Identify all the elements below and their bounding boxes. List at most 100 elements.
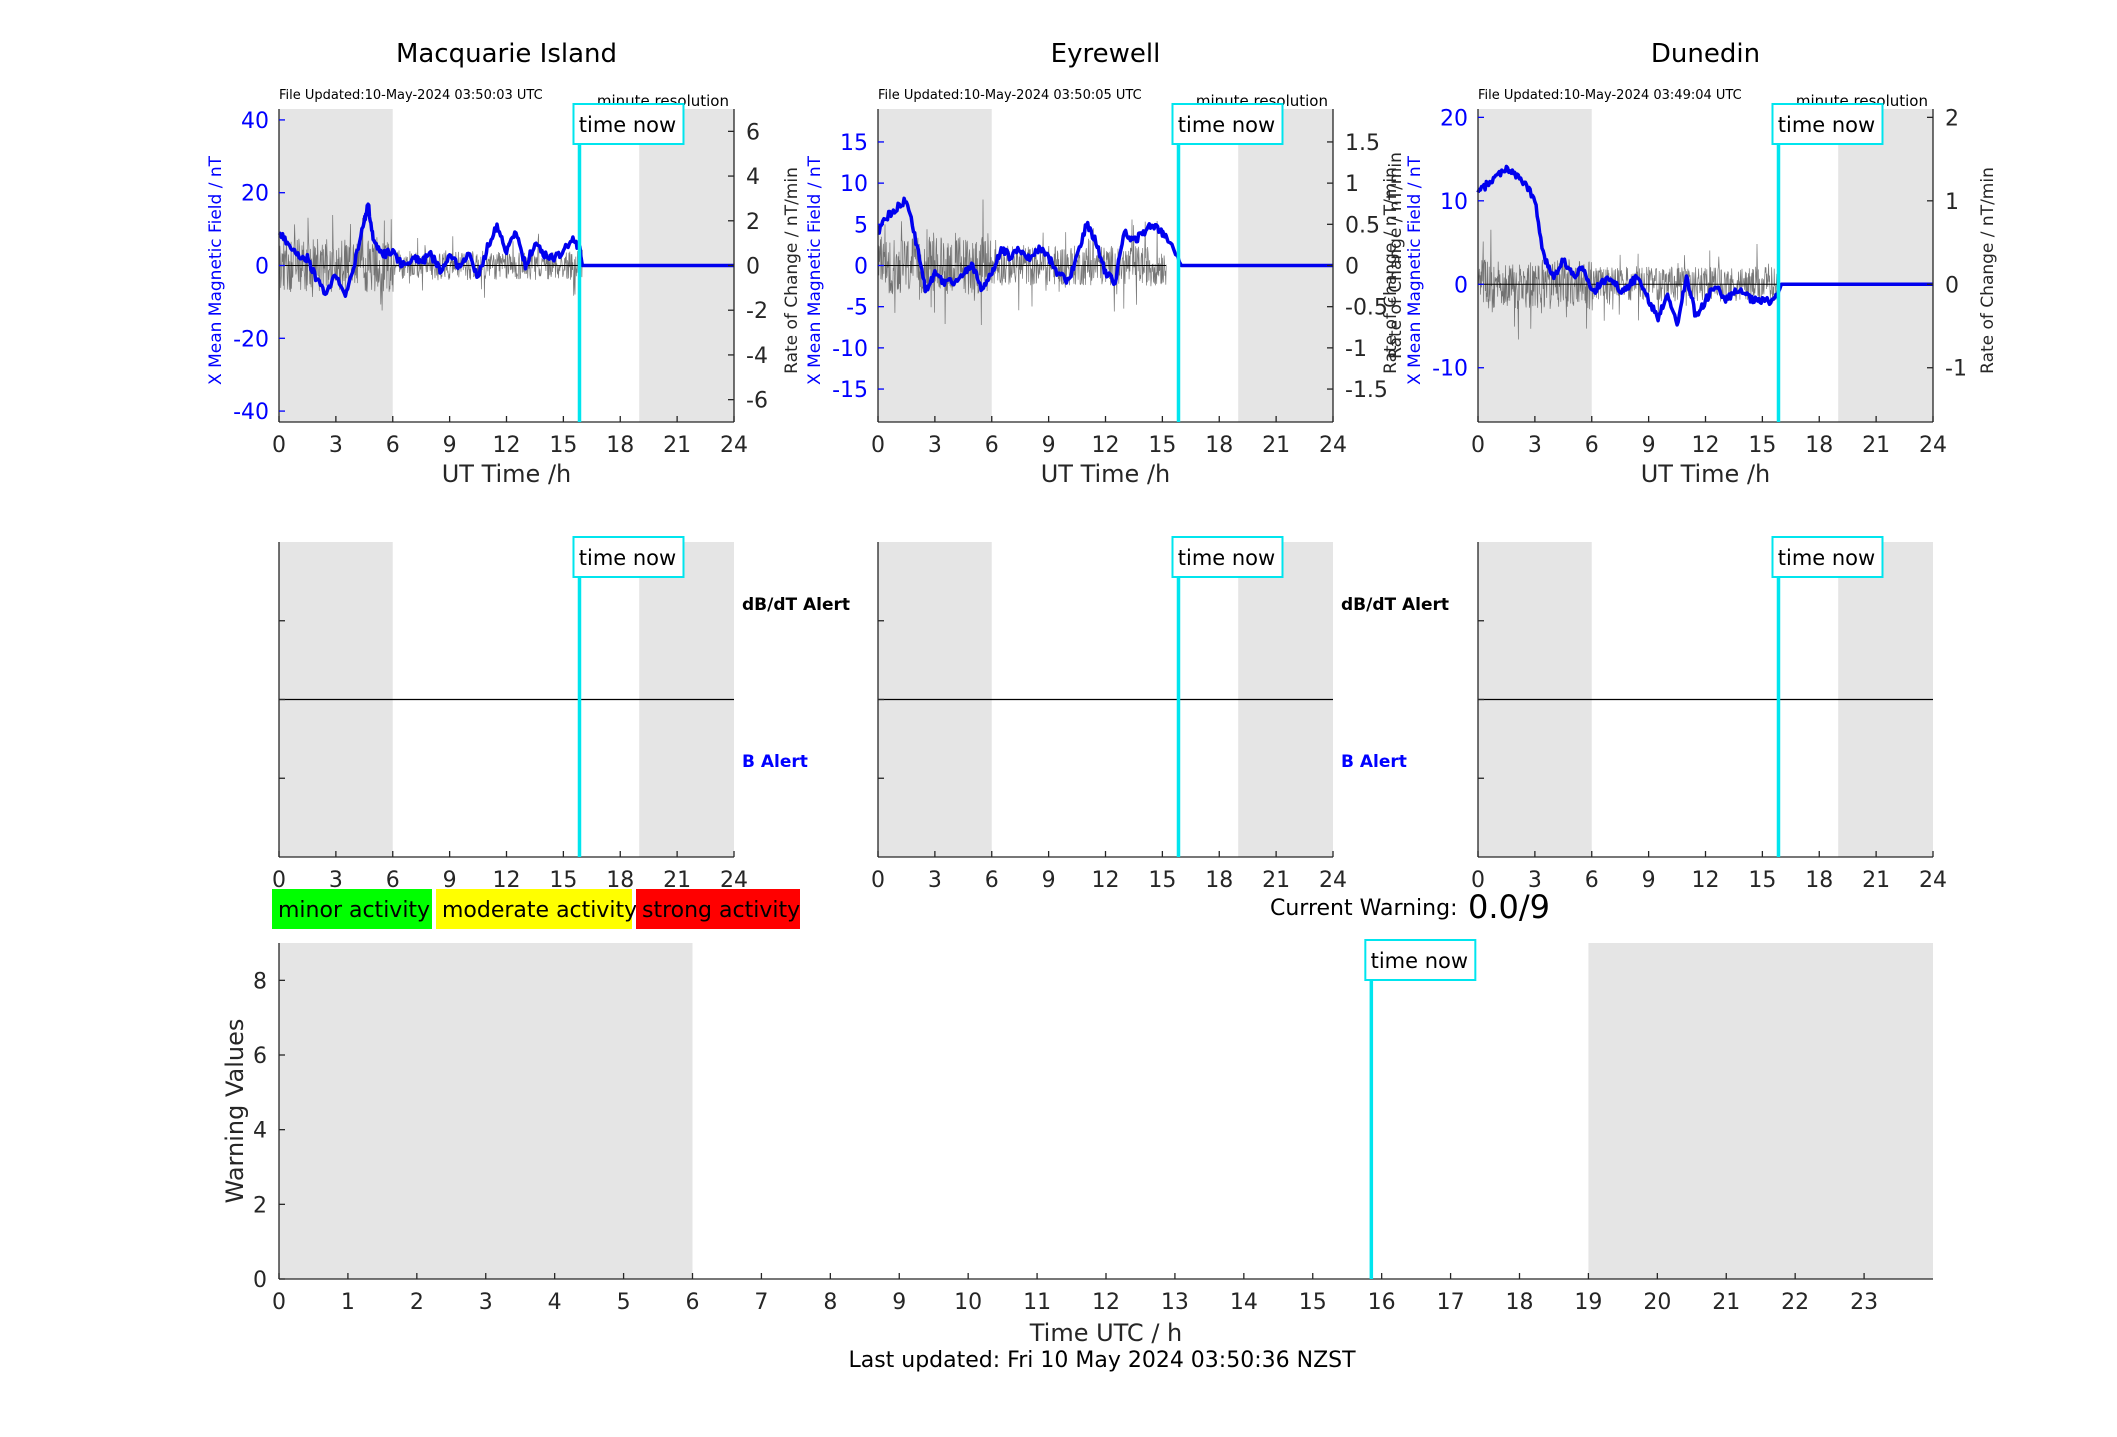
y-left-tick-label: 40 [241, 109, 269, 134]
y-right-axis-label: Rate of Change / nT/min [1381, 167, 1401, 374]
x-tick-label: 18 [1805, 868, 1833, 893]
x-tick-label: 6 [686, 1290, 700, 1315]
y-right-tick-label: 0 [1345, 255, 1359, 280]
x-tick-label: 9 [892, 1290, 906, 1315]
x-tick-label: 20 [1643, 1290, 1671, 1315]
legend-label: moderate activity [442, 898, 637, 923]
y-right-tick-label: 2 [746, 210, 760, 235]
y-left-tick-label: 10 [1440, 190, 1468, 215]
station-title: Dunedin [1651, 39, 1760, 69]
x-tick-label: 18 [1805, 433, 1833, 458]
b-alert-label: B Alert [742, 752, 808, 772]
x-tick-label: 6 [1585, 433, 1599, 458]
time-now-box [1771, 536, 1884, 578]
x-tick-label: 12 [493, 868, 521, 893]
activity-legend: minor activity moderate activity strong ac… [272, 889, 800, 929]
y-tick-label: 6 [253, 1044, 267, 1069]
x-tick-label: 9 [1042, 868, 1056, 893]
legend-swatch [436, 889, 632, 929]
y-right-tick-label: -4 [746, 344, 768, 369]
legend-swatch [636, 889, 800, 929]
x-tick-label: 12 [1692, 433, 1720, 458]
x-tick-label: 21 [1862, 433, 1890, 458]
x-tick-label: 21 [1712, 1290, 1740, 1315]
y-left-tick-label: -15 [832, 378, 868, 403]
x-tick-label: 24 [1319, 433, 1347, 458]
x-axis-label: UT Time /h [1041, 460, 1171, 488]
alert-panel: 0 3 6 9 12 15 18 21 24 dB/dT Alert B Alert time now [871, 536, 1449, 893]
station-title: Eyrewell [1051, 39, 1161, 69]
current-warning-value: 0.0/9 [1468, 888, 1550, 926]
x-axis-label: UT Time /h [442, 460, 572, 488]
time-now-label: time now [579, 113, 676, 137]
x-tick-label: 13 [1161, 1290, 1189, 1315]
x-tick-label: 11 [1023, 1290, 1051, 1315]
magnetic-field-line [277, 202, 734, 298]
time-now-label: time now [1178, 546, 1275, 570]
x-tick-label: 9 [443, 433, 457, 458]
file-updated-text: File Updated:10-May-2024 03:49:04 UTC [1478, 88, 1742, 103]
time-now-box [572, 103, 685, 145]
x-tick-label: 3 [479, 1290, 493, 1315]
x-tick-label: 15 [1148, 433, 1176, 458]
x-tick-label: 21 [1262, 433, 1290, 458]
x-tick-label: 15 [549, 433, 577, 458]
x-tick-label: 19 [1574, 1290, 1602, 1315]
x-tick-label: 0 [272, 868, 286, 893]
y-tick-label: 8 [253, 969, 267, 994]
x-tick-label: 12 [1092, 433, 1120, 458]
y-right-tick-label: 0 [1945, 273, 1959, 298]
y-left-axis-label: X Mean Magnetic Field / nT [805, 155, 825, 385]
x-tick-label: 22 [1781, 1290, 1809, 1315]
x-tick-label: 3 [928, 433, 942, 458]
x-tick-label: 12 [493, 433, 521, 458]
time-now-box [572, 536, 685, 578]
x-tick-label: 24 [720, 868, 748, 893]
x-tick-label: 18 [1506, 1290, 1534, 1315]
y-right-tick-label: 2 [1945, 106, 1959, 131]
y-right-tick-label: -1 [1345, 337, 1367, 362]
last-updated-text: Last updated: Fri 10 May 2024 03:50:36 N… [848, 1348, 1356, 1373]
y-left-axis-label: X Mean Magnetic Field / nT [206, 155, 226, 385]
y-tick-label: 4 [253, 1119, 267, 1144]
x-tick-label: 3 [1528, 433, 1542, 458]
legend-label: minor activity [278, 898, 430, 923]
legend-label: strong activity [642, 898, 800, 923]
x-axis-label: UT Time /h [1641, 460, 1771, 488]
y-left-tick-label: 0 [255, 255, 269, 280]
x-tick-label: 21 [663, 433, 691, 458]
x-tick-label: 12 [1692, 868, 1720, 893]
x-tick-label: 18 [606, 868, 634, 893]
x-tick-label: 15 [1748, 868, 1776, 893]
y-left-tick-label: -20 [233, 327, 269, 352]
time-now-label: time now [1178, 113, 1275, 137]
night-shading [1478, 109, 1592, 422]
x-tick-label: 21 [663, 868, 691, 893]
y-right-tick-label: 4 [746, 165, 760, 190]
x-tick-label: 0 [871, 868, 885, 893]
y-left-tick-label: 10 [840, 172, 868, 197]
y-left-tick-label: -10 [832, 337, 868, 362]
x-tick-label: 6 [985, 868, 999, 893]
x-tick-label: 6 [386, 433, 400, 458]
y-right-axis-label-overlap: Rate of Change / nT/min [1386, 152, 1406, 359]
magnetic-field-line [877, 196, 1333, 294]
y-left-tick-label: -40 [233, 400, 269, 425]
x-tick-label: 3 [928, 868, 942, 893]
file-updated-text: File Updated:10-May-2024 03:50:05 UTC [878, 88, 1142, 103]
db-dt-alert-label: dB/dT Alert [742, 595, 850, 615]
alert-panel: 0 3 6 9 12 15 18 21 24 time now [1471, 536, 1947, 893]
current-warning: Current Warning: 0.0/9 [1270, 888, 1550, 926]
y-right-tick-label: 1.5 [1345, 131, 1380, 156]
station-title: Macquarie Island [396, 39, 617, 69]
night-shading [279, 943, 693, 1279]
y-right-tick-label: 6 [746, 120, 760, 145]
x-tick-label: 0 [272, 433, 286, 458]
x-tick-label: 9 [443, 868, 457, 893]
y-left-axis-label: X Mean Magnetic Field / nT [1405, 155, 1425, 385]
y-left-tick-label: 5 [854, 213, 868, 238]
